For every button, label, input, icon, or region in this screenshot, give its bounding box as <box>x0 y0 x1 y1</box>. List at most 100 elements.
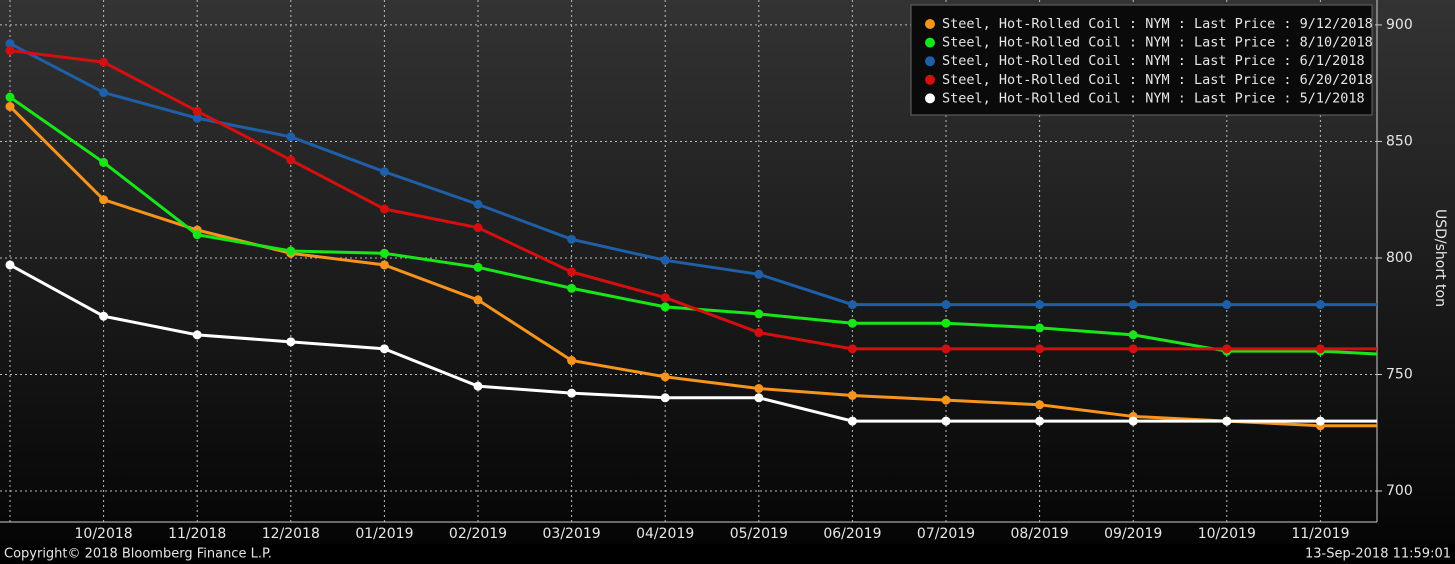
point <box>379 167 389 177</box>
point <box>286 132 296 142</box>
point <box>1315 300 1325 310</box>
point <box>754 393 764 403</box>
point <box>1128 300 1138 310</box>
legend-label: Steel, Hot-Rolled Coil : NYM : Last Pric… <box>942 35 1373 51</box>
point <box>660 302 670 312</box>
copyright: Copyright© 2018 Bloomberg Finance L.P. <box>4 547 272 562</box>
point <box>847 416 857 426</box>
point <box>1035 400 1045 410</box>
point <box>473 381 483 391</box>
point <box>567 234 577 244</box>
x-tick-label: 08/2019 <box>1011 526 1069 542</box>
point <box>1035 344 1045 354</box>
point <box>1128 416 1138 426</box>
x-tick-label: 04/2019 <box>636 526 694 542</box>
point <box>941 318 951 328</box>
series-line <box>9 42 1377 307</box>
x-tick-label: 01/2019 <box>355 526 413 542</box>
point <box>286 155 296 165</box>
y-tick-label: 750 <box>1386 366 1413 382</box>
point <box>1222 300 1232 310</box>
footer-bar <box>0 544 1455 564</box>
point <box>754 269 764 279</box>
legend-marker <box>925 19 935 29</box>
x-tick-label: 11/2018 <box>168 526 226 542</box>
point <box>379 248 389 258</box>
x-tick-label: 02/2019 <box>449 526 507 542</box>
point <box>1035 323 1045 333</box>
x-tick-label: 12/2018 <box>262 526 320 542</box>
point <box>754 309 764 319</box>
point <box>286 246 296 256</box>
point <box>660 372 670 382</box>
y-tick-label: 700 <box>1386 483 1413 499</box>
point <box>847 318 857 328</box>
x-tick-label: 10/2019 <box>1198 526 1256 542</box>
point <box>1222 416 1232 426</box>
timestamp: 13-Sep-2018 11:59:01 <box>1305 547 1451 562</box>
point <box>941 395 951 405</box>
legend-label: Steel, Hot-Rolled Coil : NYM : Last Pric… <box>942 72 1373 88</box>
point <box>847 300 857 310</box>
y-tick-label: 850 <box>1386 133 1413 149</box>
point <box>192 113 202 123</box>
series-line <box>9 263 1377 423</box>
point <box>941 300 951 310</box>
point <box>754 328 764 338</box>
point <box>847 390 857 400</box>
x-tick-label: 09/2019 <box>1104 526 1162 542</box>
point <box>99 311 109 321</box>
point <box>379 204 389 214</box>
point <box>379 260 389 270</box>
point <box>1035 300 1045 310</box>
point <box>1315 416 1325 426</box>
x-tick-label: 05/2019 <box>730 526 788 542</box>
point <box>1128 330 1138 340</box>
point <box>5 260 15 270</box>
x-tick-label: 07/2019 <box>917 526 975 542</box>
series-line <box>9 49 1377 351</box>
legend-marker <box>925 74 935 85</box>
y-tick-label: 900 <box>1386 17 1413 33</box>
point <box>192 230 202 240</box>
point <box>99 195 109 205</box>
point <box>754 383 764 393</box>
point <box>286 337 296 347</box>
point <box>941 344 951 354</box>
point <box>1222 344 1232 354</box>
point <box>473 223 483 233</box>
legend: Steel, Hot-Rolled Coil : NYM : Last Pric… <box>910 4 1373 116</box>
point <box>99 88 109 98</box>
point <box>5 46 15 56</box>
point <box>5 101 15 111</box>
legend-label: Steel, Hot-Rolled Coil : NYM : Last Pric… <box>942 16 1373 32</box>
point <box>660 393 670 403</box>
point <box>99 157 109 167</box>
point <box>473 199 483 209</box>
point <box>1128 344 1138 354</box>
point <box>5 39 15 49</box>
legend-label: Steel, Hot-Rolled Coil : NYM : Last Pric… <box>942 53 1365 69</box>
x-tick-label: 10/2018 <box>75 526 133 542</box>
point <box>567 267 577 277</box>
point <box>941 416 951 426</box>
y-tick-label: 800 <box>1386 250 1413 266</box>
point <box>379 344 389 354</box>
point <box>567 283 577 293</box>
x-tick-label: 06/2019 <box>823 526 881 542</box>
point <box>473 262 483 272</box>
legend-marker <box>925 56 935 67</box>
point <box>99 57 109 67</box>
y-axis-label: USD/short ton <box>1432 209 1448 307</box>
legend-label: Steel, Hot-Rolled Coil : NYM : Last Pric… <box>942 90 1365 106</box>
point <box>1315 344 1325 354</box>
series-line <box>9 95 1377 356</box>
legend-box <box>910 4 1373 116</box>
point <box>660 255 670 265</box>
x-tick-label: 11/2019 <box>1291 526 1349 542</box>
x-tick-label: 03/2019 <box>543 526 601 542</box>
legend-marker <box>925 37 935 48</box>
point <box>660 293 670 303</box>
point <box>5 92 15 102</box>
